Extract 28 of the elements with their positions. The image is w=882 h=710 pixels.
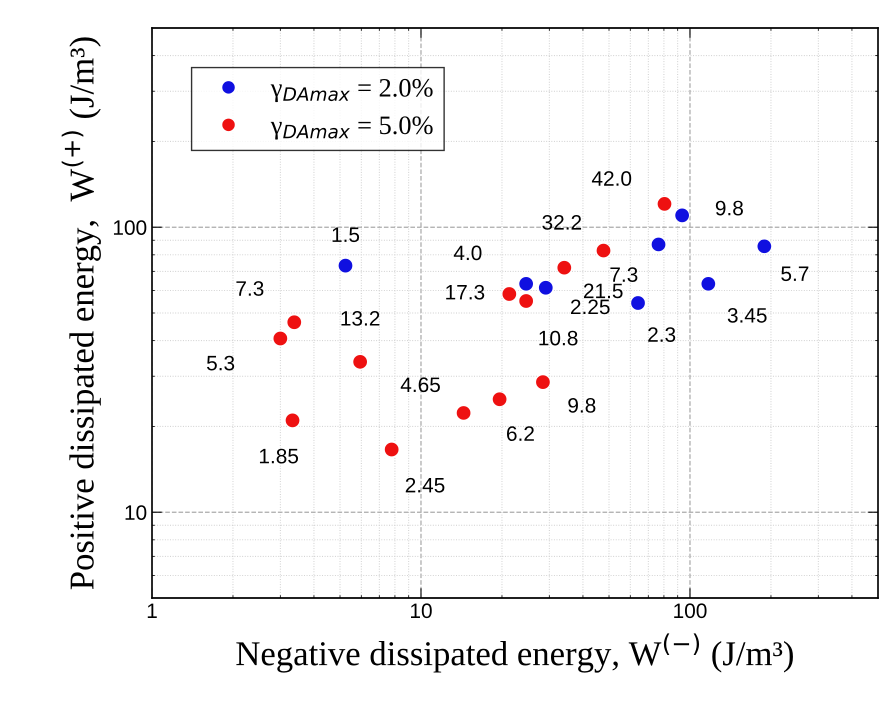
x-tick-label: 10 <box>410 603 432 618</box>
annotation: 7.3 <box>236 281 264 296</box>
y-axis-title: Positive dissipated energy, W$^{(+)}$ (J/m³) <box>62 37 101 590</box>
annotation: 1.85 <box>260 448 298 464</box>
annotation: 5.3 <box>206 356 234 370</box>
annotation: 6.2 <box>507 426 534 441</box>
annotation: 7.3 <box>610 267 638 282</box>
annotation: 17.3 <box>446 284 484 300</box>
x-tick-label: 1 <box>148 604 157 618</box>
annotation: 1.5 <box>332 228 360 242</box>
annotation: 2.3 <box>648 327 676 342</box>
x-tick-label: 100 <box>674 603 707 618</box>
annotation: 13.2 <box>341 311 380 326</box>
annotation: 4.65 <box>400 377 440 392</box>
legend-label: γ$_{DAmax}$ = 5.0% <box>270 116 433 140</box>
annotation: 2.25 <box>570 299 610 314</box>
annotation: 21.5 <box>584 284 623 298</box>
annotation: 32.2 <box>542 215 582 230</box>
annotation: 9.8 <box>568 398 596 413</box>
annotation: 4.0 <box>454 245 482 260</box>
legend-label: γ$_{DAmax}$ = 2.0% <box>270 78 433 102</box>
annotation: 5.7 <box>781 266 808 282</box>
annotation: 3.45 <box>728 308 767 323</box>
annotation: 10.8 <box>539 330 578 346</box>
annotation: 2.45 <box>406 478 444 493</box>
x-axis-title: Negative dissipated energy, W$^{(−)}$ (J/m³) <box>236 633 793 673</box>
annotation: 42.0 <box>592 171 632 186</box>
annotation: 9.8 <box>716 200 743 216</box>
